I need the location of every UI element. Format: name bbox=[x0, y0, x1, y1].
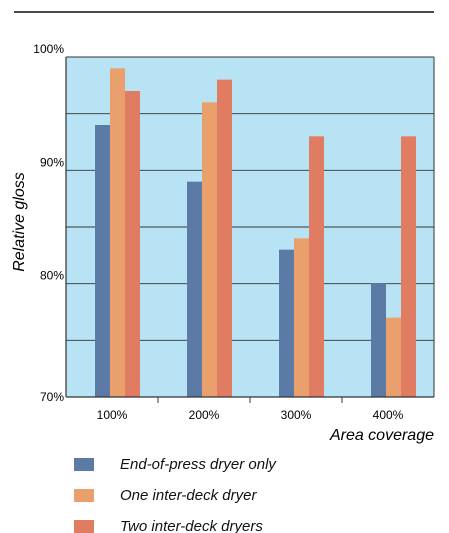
bar bbox=[125, 91, 140, 397]
x-tick-label: 400% bbox=[373, 408, 404, 422]
bar bbox=[371, 283, 386, 397]
bar bbox=[386, 317, 401, 397]
legend-swatch bbox=[74, 519, 94, 533]
legend-label: Two inter-deck dryers bbox=[120, 517, 263, 533]
bar bbox=[401, 136, 416, 398]
y-tick-label: 100% bbox=[33, 42, 64, 56]
bar bbox=[202, 102, 217, 397]
y-tick-label: 90% bbox=[40, 155, 64, 169]
x-tick-label: 300% bbox=[281, 408, 312, 422]
x-tick-label: 200% bbox=[189, 408, 220, 422]
legend-swatch bbox=[74, 457, 94, 471]
legend-item-end-of-press: End-of-press dryer only bbox=[74, 452, 276, 476]
legend-label: One inter-deck dryer bbox=[120, 486, 257, 504]
bar bbox=[95, 125, 110, 397]
bar bbox=[110, 68, 125, 397]
legend-item-two-inter-deck: Two inter-deck dryers bbox=[74, 514, 276, 533]
bar bbox=[294, 238, 309, 397]
legend-item-one-inter-deck: One inter-deck dryer bbox=[74, 483, 276, 507]
x-axis-label: Area coverage bbox=[329, 427, 434, 444]
bar bbox=[187, 181, 202, 397]
axes bbox=[65, 57, 435, 403]
bar bbox=[279, 249, 294, 397]
bar bbox=[217, 79, 232, 398]
top-rule bbox=[14, 11, 434, 13]
bar bbox=[309, 136, 324, 398]
bars bbox=[95, 68, 416, 398]
y-axis-label: Relative gloss bbox=[11, 172, 28, 272]
legend: End-of-press dryer only One inter-deck d… bbox=[74, 452, 276, 533]
y-tick-label: 70% bbox=[40, 390, 64, 404]
y-tick-label: 80% bbox=[40, 269, 64, 283]
x-tick-label: 100% bbox=[97, 408, 128, 422]
legend-swatch bbox=[74, 488, 94, 502]
legend-label: End-of-press dryer only bbox=[120, 455, 276, 473]
